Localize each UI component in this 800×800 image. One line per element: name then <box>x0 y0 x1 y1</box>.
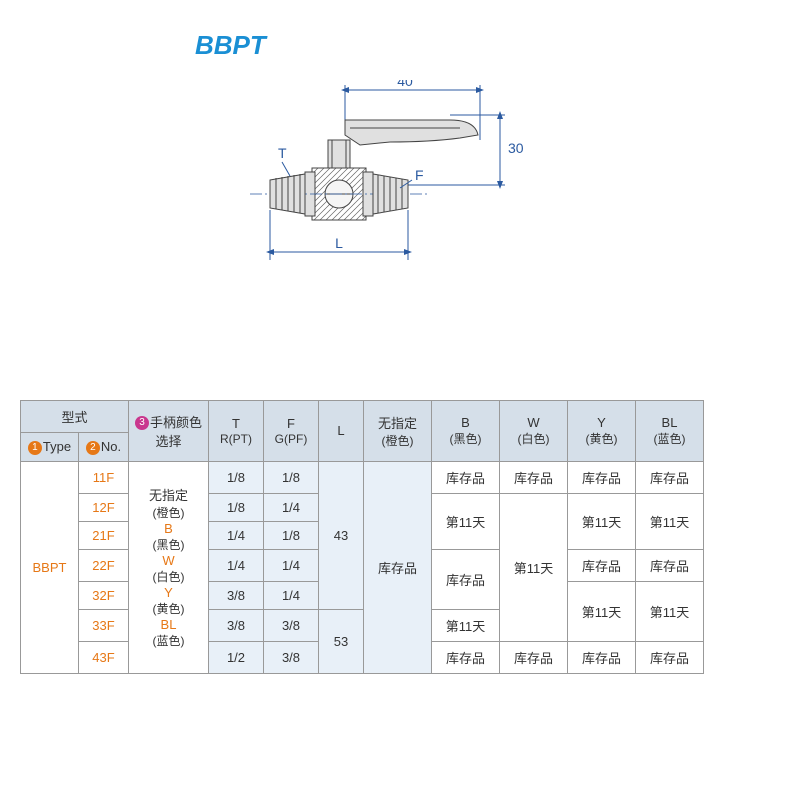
hdr-f: FG(PF) <box>264 401 319 462</box>
cell-handle-opts: 无指定(橙色) B(黑色) W(白色) Y(黄色) BL(蓝色) <box>129 461 209 673</box>
hdr-w: W(白色) <box>500 401 568 462</box>
technical-drawing: 40 30 T F L <box>250 80 570 290</box>
hdr-b: B(黑色) <box>432 401 500 462</box>
hdr-type: 1Type <box>21 433 79 462</box>
hdr-y: Y(黄色) <box>568 401 636 462</box>
label-t: T <box>278 145 287 161</box>
product-title: BBPT <box>195 30 266 61</box>
hdr-bl: BL(蓝色) <box>636 401 704 462</box>
label-l: L <box>335 235 343 251</box>
dim-30: 30 <box>508 140 524 156</box>
hdr-nospec: 无指定(橙色) <box>364 401 432 462</box>
label-f: F <box>415 167 424 183</box>
hdr-l: L <box>319 401 364 462</box>
cell-type: BBPT <box>21 461 79 673</box>
hdr-handle: 3手柄颜色 选择 <box>129 401 209 462</box>
dim-40: 40 <box>397 80 413 89</box>
cell-no: 11F <box>79 461 129 493</box>
hdr-type-group: 型式 <box>21 401 129 433</box>
hdr-t: TR(PT) <box>209 401 264 462</box>
spec-table: 型式 3手柄颜色 选择 TR(PT) FG(PF) L 无指定(橙色) B(黑色… <box>20 400 704 674</box>
table-row: BBPT 11F 无指定(橙色) B(黑色) W(白色) Y(黄色) BL(蓝色… <box>21 461 704 493</box>
hdr-no: 2No. <box>79 433 129 462</box>
